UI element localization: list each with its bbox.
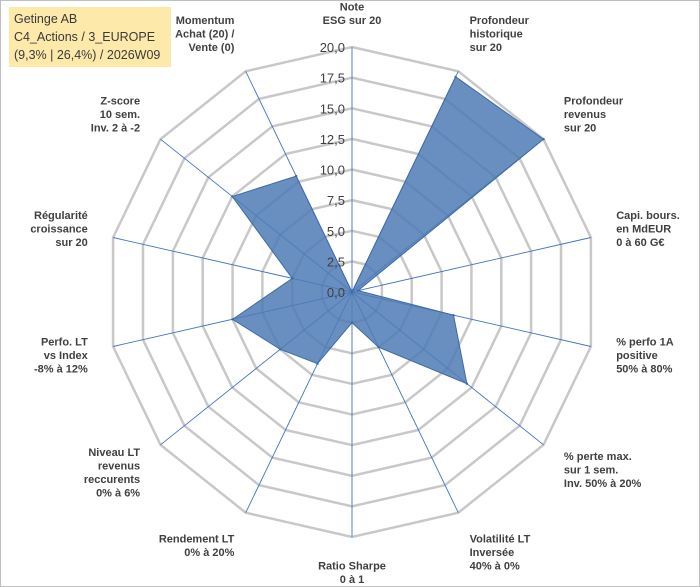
axis-label-line: 0 à 60 G€ xyxy=(616,237,664,249)
axis-label-line: sur 1 sem. xyxy=(564,465,618,477)
axis-label-12: Z-score 10 sem. Inv. 2 à -2 xyxy=(91,95,140,134)
axis-label-2: Profondeur revenus sur 20 xyxy=(564,95,624,134)
axis-label-11: Régularité croissance sur 20 xyxy=(30,210,87,249)
chart-title-box: Getinge AB C4_Actions / 3_EUROPE (9,3% |… xyxy=(9,7,171,67)
axis-label-line: Volatilité LT xyxy=(470,534,531,546)
axis-label-line: 50% à 80% xyxy=(616,364,672,376)
data-point-4 xyxy=(452,314,455,317)
tick-label-2: 5,0 xyxy=(327,224,345,239)
axis-label-line: historique xyxy=(470,28,523,40)
axis-label-line: Capi. bours. xyxy=(616,210,680,222)
data-point-3 xyxy=(356,289,360,292)
data-point-5 xyxy=(465,382,469,385)
axis-label-line: en MdEUR xyxy=(616,223,671,235)
axis-label-line: Profondeur xyxy=(564,95,624,107)
tick-label-layer: 0,0 2,5 5,0 7,5 10,0 12,5 15,0 17,5 20,0 xyxy=(320,40,345,300)
data-point-13 xyxy=(295,174,298,178)
axis-label-line: Inv. 50% à 20% xyxy=(564,478,642,490)
axis-label-line: croissance xyxy=(30,223,87,235)
title-category: C4_Actions / 3_EUROPE xyxy=(14,30,156,44)
axis-label-line: reccurents xyxy=(84,474,140,486)
axis-label-4: % perfo 1A positive 50% à 80% xyxy=(616,337,674,376)
axis-label-line: positive xyxy=(616,350,658,362)
axis-label-line: sur 20 xyxy=(470,42,502,54)
axis-label-line: Vente (0) xyxy=(189,42,235,54)
data-point-6 xyxy=(377,346,380,349)
title-period: (9,3% | 26,4%) / 2026W09 xyxy=(14,48,161,62)
axis-label-line: Rendement LT xyxy=(159,534,235,546)
axis-label-line: Inv. 2 à -2 xyxy=(91,122,140,134)
axis-label-line: -8% à 12% xyxy=(34,364,88,376)
axis-label-line: Régularité xyxy=(34,210,88,222)
tick-label-8: 20,0 xyxy=(320,40,345,55)
axis-label-13: Momentum Achat (20) / Vente (0) xyxy=(175,15,235,54)
series-layer xyxy=(231,75,545,385)
axis-label-line: 0% à 20% xyxy=(184,547,234,559)
tick-label-0: 0,0 xyxy=(327,285,345,300)
axis-label-line: revenus xyxy=(564,109,606,121)
axis-spoke-3 xyxy=(351,237,592,293)
axis-label-9: Niveau LT revenus reccurents 0% à 6% xyxy=(84,447,141,500)
tick-label-1: 2,5 xyxy=(327,254,345,269)
tick-label-7: 17,5 xyxy=(320,71,345,86)
axis-label-0: Note ESG sur 20 xyxy=(323,2,382,28)
axis-label-line: revenus xyxy=(98,461,140,473)
data-point-1 xyxy=(454,75,457,79)
axis-label-line: ESG sur 20 xyxy=(323,15,382,27)
axis-label-10: Perfo. LT vs Index -8% à 12% xyxy=(34,337,89,376)
data-point-7 xyxy=(350,321,354,324)
tick-label-6: 15,0 xyxy=(320,101,345,116)
axis-label-line: Z-score xyxy=(100,95,140,107)
data-point-2 xyxy=(542,138,545,141)
axis-label-line: Niveau LT xyxy=(88,447,140,459)
axis-label-5: % perte max. sur 1 sem. Inv. 50% à 20% xyxy=(564,451,642,490)
axis-label-layer: Note ESG sur 20 Profondeur historique sur 20… xyxy=(30,2,679,587)
axis-label-8: Rendement LT 0% à 20% xyxy=(159,534,235,560)
tick-label-4: 10,0 xyxy=(320,163,345,178)
data-point-0 xyxy=(350,290,354,294)
axis-label-line: Inversée xyxy=(470,547,515,559)
axis-label-line: Ratio Sharpe xyxy=(318,561,386,573)
axis-label-line: % perte max. xyxy=(564,451,632,463)
axis-label-6: Volatilité LT Inversée 40% à 0% xyxy=(470,534,531,573)
data-point-8 xyxy=(316,362,319,365)
tick-label-5: 12,5 xyxy=(320,132,345,147)
axis-label-line: sur 20 xyxy=(564,122,596,134)
axis-label-line: 10 sem. xyxy=(100,109,140,121)
data-point-9 xyxy=(279,348,282,351)
data-point-11 xyxy=(291,277,294,280)
axis-label-line: 40% à 0% xyxy=(470,561,520,573)
axis-label-line: 0 à 1 xyxy=(340,574,364,586)
axis-label-line: Profondeur xyxy=(470,15,530,27)
axis-label-3: Capi. bours. en MdEUR 0 à 60 G€ xyxy=(616,210,680,249)
data-point-12 xyxy=(231,195,234,198)
axis-label-line: Note xyxy=(340,2,364,14)
axis-label-line: vs Index xyxy=(44,350,89,362)
axis-label-line: Momentum xyxy=(176,15,235,27)
axis-label-line: Achat (20) / xyxy=(175,28,234,40)
axis-label-line: % perfo 1A xyxy=(616,337,674,349)
axis-label-1: Profondeur historique sur 20 xyxy=(470,15,530,54)
axis-label-line: Perfo. LT xyxy=(41,337,88,349)
axis-label-line: sur 20 xyxy=(55,237,87,249)
tick-label-3: 7,5 xyxy=(327,193,345,208)
axis-label-7: Ratio Sharpe 0 à 1 xyxy=(318,561,386,587)
title-company: Getinge AB xyxy=(14,12,78,26)
data-point-10 xyxy=(231,318,234,321)
axis-label-line: 0% à 6% xyxy=(96,488,140,500)
